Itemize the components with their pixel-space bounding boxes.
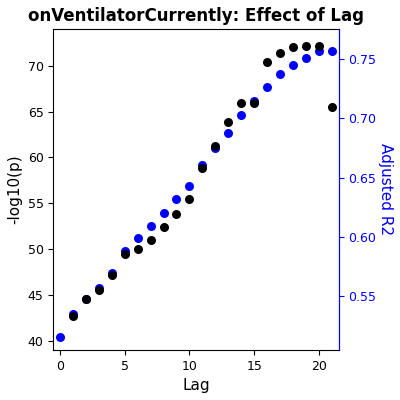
Point: [82, 296, 89, 302]
Point: [264, 59, 270, 66]
Point: [96, 285, 102, 291]
Point: [329, 104, 335, 110]
Point: [303, 42, 310, 49]
Y-axis label: Adjusted R2: Adjusted R2: [378, 144, 393, 236]
Point: [303, 54, 310, 61]
Point: [134, 235, 141, 241]
Title: onVentilatorCurrently: Effect of Lag: onVentilatorCurrently: Effect of Lag: [28, 7, 364, 25]
Point: [238, 112, 244, 118]
Point: [212, 145, 219, 151]
Point: [316, 48, 322, 54]
Point: [225, 118, 232, 125]
Point: [56, 334, 63, 340]
Point: [225, 129, 232, 136]
Point: [108, 270, 115, 276]
Point: [70, 311, 76, 317]
Point: [121, 250, 128, 257]
Point: [251, 97, 258, 104]
Point: [290, 44, 296, 50]
Point: [108, 272, 115, 278]
Y-axis label: -log10(p): -log10(p): [7, 155, 22, 224]
Point: [134, 246, 141, 252]
Point: [316, 42, 322, 49]
Point: [186, 196, 193, 202]
Point: [82, 296, 89, 303]
Point: [277, 71, 284, 78]
Point: [290, 62, 296, 68]
Point: [329, 48, 335, 54]
Point: [173, 211, 180, 218]
Point: [264, 84, 270, 91]
X-axis label: Lag: Lag: [182, 378, 210, 393]
Point: [251, 99, 258, 106]
Point: [199, 161, 206, 168]
Point: [173, 196, 180, 202]
Point: [186, 183, 193, 189]
Point: [199, 165, 206, 172]
Point: [121, 248, 128, 254]
Point: [70, 313, 76, 319]
Point: [147, 237, 154, 243]
Point: [160, 224, 167, 230]
Point: [238, 100, 244, 107]
Point: [96, 287, 102, 294]
Point: [160, 210, 167, 216]
Point: [147, 223, 154, 230]
Point: [277, 50, 284, 56]
Point: [212, 143, 219, 150]
